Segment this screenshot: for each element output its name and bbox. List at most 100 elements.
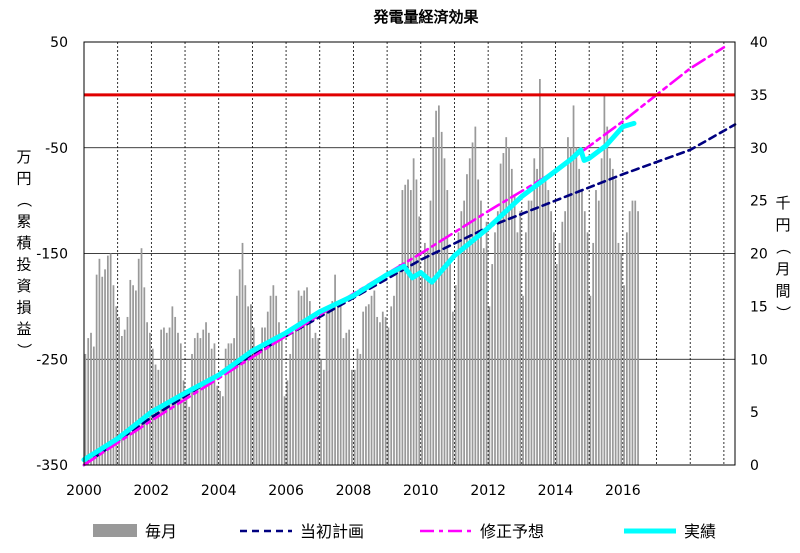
bar-monthly xyxy=(460,211,463,465)
bar-monthly xyxy=(168,327,171,465)
bar-monthly xyxy=(412,158,415,465)
bar-monthly xyxy=(222,396,224,465)
bar-monthly xyxy=(278,322,280,465)
bar-monthly xyxy=(530,200,533,466)
left-axis-label-char: 累 xyxy=(16,213,31,231)
bar-monthly xyxy=(140,248,143,465)
bar-monthly xyxy=(468,158,471,465)
bar-monthly xyxy=(603,94,606,466)
left-tick-label: 50 xyxy=(50,35,68,51)
bar-monthly xyxy=(356,348,359,465)
bar-monthly xyxy=(238,269,241,465)
bar-monthly xyxy=(182,380,185,465)
bar-monthly xyxy=(617,242,620,465)
x-tick-label: 2004 xyxy=(201,483,237,499)
bar-monthly xyxy=(625,232,628,465)
bar-monthly xyxy=(477,179,480,465)
bar-monthly xyxy=(250,304,252,465)
right-axis-ticks: 40 35 30 25 20 15 10 5 0 xyxy=(750,35,768,474)
bar-monthly xyxy=(480,200,482,466)
bar-monthly xyxy=(404,184,407,465)
bar-monthly xyxy=(589,295,592,465)
bar-monthly xyxy=(578,168,581,465)
bar-monthly xyxy=(137,258,140,465)
bar-monthly xyxy=(90,332,92,465)
bar-monthly xyxy=(255,348,258,465)
legend-label: 毎月 xyxy=(145,522,177,541)
bar-monthly xyxy=(398,264,401,465)
bar-monthly xyxy=(533,158,536,465)
bar-monthly xyxy=(230,343,233,465)
left-axis-label-char: 円 xyxy=(16,170,31,188)
bar-monthly xyxy=(541,147,544,465)
bar-monthly xyxy=(583,211,586,465)
bar-monthly xyxy=(233,338,235,465)
bar-monthly xyxy=(359,353,362,465)
bar-monthly xyxy=(207,332,210,465)
right-tick-label: 35 xyxy=(750,88,768,104)
right-axis-label-char: 千 xyxy=(775,194,790,212)
bar-monthly xyxy=(611,168,614,465)
bar-monthly xyxy=(101,276,104,465)
bar-monthly xyxy=(373,290,376,465)
bar-monthly xyxy=(435,110,437,466)
bar-monthly xyxy=(126,316,129,465)
right-tick-label: 40 xyxy=(750,35,768,51)
bar-monthly xyxy=(488,306,491,466)
bar-monthly xyxy=(623,285,625,465)
left-tick-label: -350 xyxy=(36,458,68,474)
bar-monthly xyxy=(390,306,393,466)
bar-monthly xyxy=(353,369,356,465)
bar-monthly xyxy=(236,295,238,465)
x-tick-label: 2012 xyxy=(470,483,506,499)
bar-monthly xyxy=(286,380,289,465)
bar-monthly xyxy=(92,346,95,465)
bar-monthly xyxy=(558,242,561,465)
bar-monthly xyxy=(328,306,331,466)
bar-monthly xyxy=(219,390,221,465)
bar-monthly xyxy=(628,211,631,465)
bar-monthly xyxy=(308,301,311,465)
bar-monthly xyxy=(109,253,112,465)
bar-monthly xyxy=(342,338,345,465)
bar-series xyxy=(84,79,639,466)
x-tick-label: 2016 xyxy=(605,483,641,499)
bar-monthly xyxy=(104,269,106,465)
bar-monthly xyxy=(555,264,558,465)
bar-monthly xyxy=(581,190,583,466)
bar-monthly xyxy=(171,306,174,466)
bar-monthly xyxy=(452,311,454,465)
bar-monthly xyxy=(149,332,151,465)
bar-monthly xyxy=(337,306,339,466)
bar-monthly xyxy=(174,316,177,465)
bar-monthly xyxy=(421,274,423,465)
bar-monthly xyxy=(252,327,255,465)
bar-monthly xyxy=(339,304,342,465)
bar-monthly xyxy=(241,242,244,465)
legend-swatch-bar xyxy=(93,524,137,537)
bar-monthly xyxy=(266,311,269,465)
bar-monthly xyxy=(193,338,196,465)
bar-monthly xyxy=(524,232,527,465)
bar-monthly xyxy=(264,327,266,465)
bar-monthly xyxy=(547,190,550,466)
bar-monthly xyxy=(146,322,148,465)
bar-monthly xyxy=(227,343,230,465)
bar-monthly xyxy=(440,131,443,465)
line-actual xyxy=(81,120,637,463)
line-revised xyxy=(82,45,726,467)
bar-monthly xyxy=(522,295,524,465)
bar-monthly xyxy=(575,147,578,465)
bar-monthly xyxy=(561,221,564,465)
bar-monthly xyxy=(502,153,505,466)
left-tick-label: -250 xyxy=(36,352,68,368)
bar-monthly xyxy=(401,190,404,466)
bar-monthly xyxy=(297,290,300,465)
bar-monthly xyxy=(381,311,384,465)
bar-monthly xyxy=(553,232,555,465)
bar-monthly xyxy=(160,329,163,465)
bar-monthly xyxy=(499,163,502,466)
right-tick-label: 25 xyxy=(750,194,768,210)
bar-monthly xyxy=(510,168,513,465)
bar-monthly xyxy=(348,329,350,465)
